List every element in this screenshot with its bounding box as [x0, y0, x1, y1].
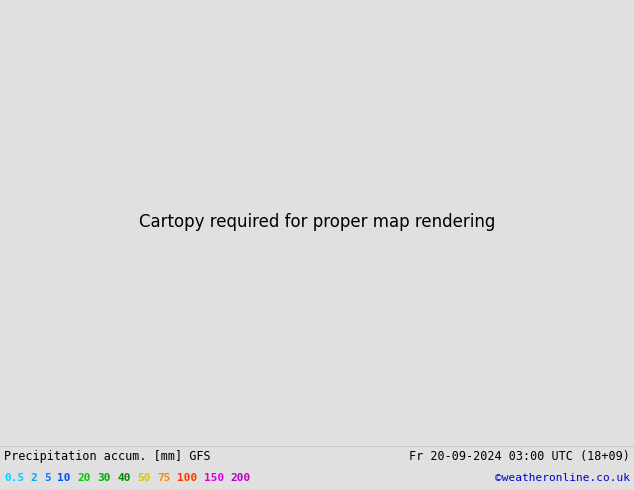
Text: Fr 20-09-2024 03:00 UTC (18+09): Fr 20-09-2024 03:00 UTC (18+09) — [409, 450, 630, 464]
Text: 100: 100 — [178, 473, 198, 483]
Text: Precipitation accum. [mm] GFS: Precipitation accum. [mm] GFS — [4, 450, 210, 464]
Text: ©weatheronline.co.uk: ©weatheronline.co.uk — [495, 473, 630, 483]
Text: 30: 30 — [98, 473, 111, 483]
Text: 0.5: 0.5 — [4, 473, 24, 483]
Text: 20: 20 — [77, 473, 91, 483]
Text: 40: 40 — [117, 473, 131, 483]
Text: 50: 50 — [138, 473, 151, 483]
Text: Cartopy required for proper map rendering: Cartopy required for proper map renderin… — [139, 214, 495, 231]
Text: 2: 2 — [30, 473, 37, 483]
Text: 75: 75 — [157, 473, 171, 483]
Text: 200: 200 — [231, 473, 251, 483]
Text: 5: 5 — [44, 473, 51, 483]
Text: 150: 150 — [204, 473, 224, 483]
Text: 10: 10 — [58, 473, 71, 483]
